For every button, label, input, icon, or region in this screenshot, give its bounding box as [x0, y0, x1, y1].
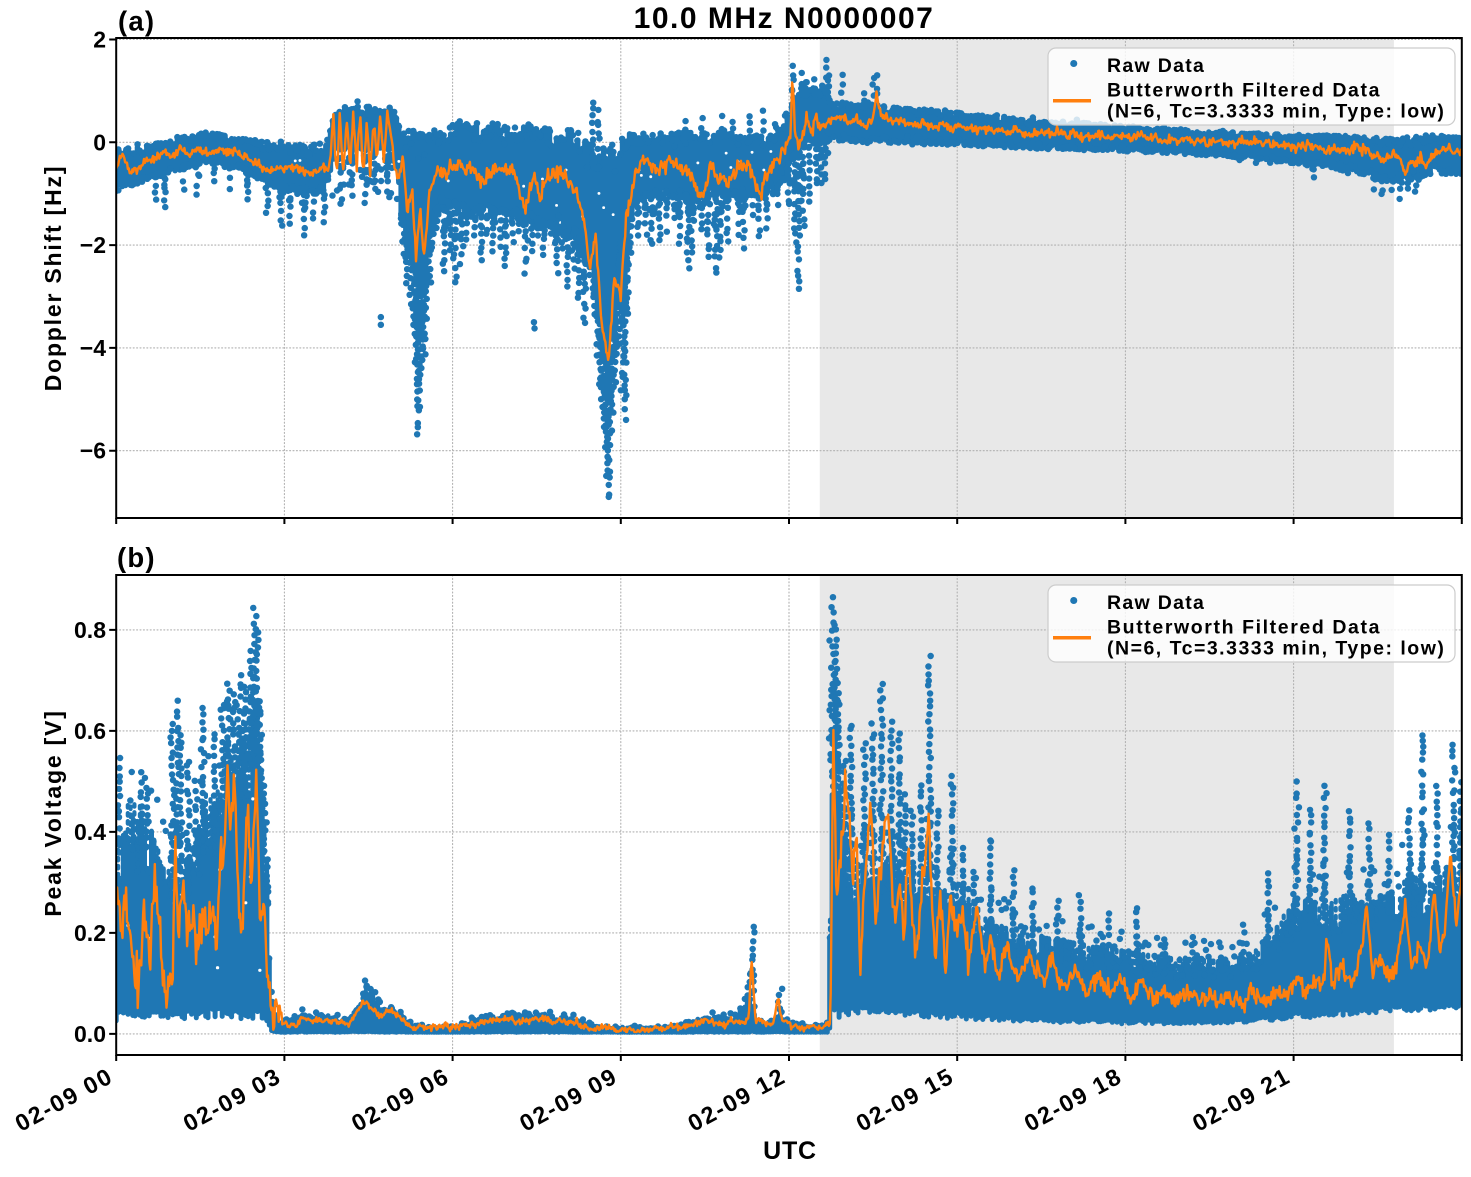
svg-text:Butterworth Filtered Data: Butterworth Filtered Data	[1107, 79, 1381, 101]
svg-text:−2: −2	[80, 232, 106, 258]
svg-text:0.0: 0.0	[74, 1021, 106, 1047]
svg-text:−4: −4	[80, 335, 106, 361]
svg-text:Butterworth Filtered Data: Butterworth Filtered Data	[1107, 616, 1381, 638]
svg-text:(b): (b)	[117, 542, 156, 573]
svg-text:Raw Data: Raw Data	[1107, 55, 1205, 77]
svg-text:Doppler Shift [Hz]: Doppler Shift [Hz]	[40, 165, 66, 392]
svg-text:0.8: 0.8	[74, 617, 106, 643]
svg-text:(N=6, Tc=3.3333 min, Type: low: (N=6, Tc=3.3333 min, Type: low)	[1107, 637, 1445, 659]
svg-text:0: 0	[93, 129, 106, 155]
svg-text:Peak Voltage [V]: Peak Voltage [V]	[40, 709, 66, 916]
svg-text:2: 2	[93, 27, 106, 53]
svg-text:UTC: UTC	[763, 1137, 817, 1165]
svg-text:Raw Data: Raw Data	[1107, 592, 1205, 614]
svg-text:0.6: 0.6	[74, 718, 106, 744]
svg-text:(N=6, Tc=3.3333 min, Type: low: (N=6, Tc=3.3333 min, Type: low)	[1107, 100, 1445, 122]
svg-text:0.2: 0.2	[74, 920, 106, 946]
svg-text:−6: −6	[80, 438, 106, 464]
svg-text:(a): (a)	[118, 6, 155, 37]
svg-text:0.4: 0.4	[74, 819, 106, 845]
svg-text:10.0 MHz N0000007: 10.0 MHz N0000007	[634, 2, 935, 35]
